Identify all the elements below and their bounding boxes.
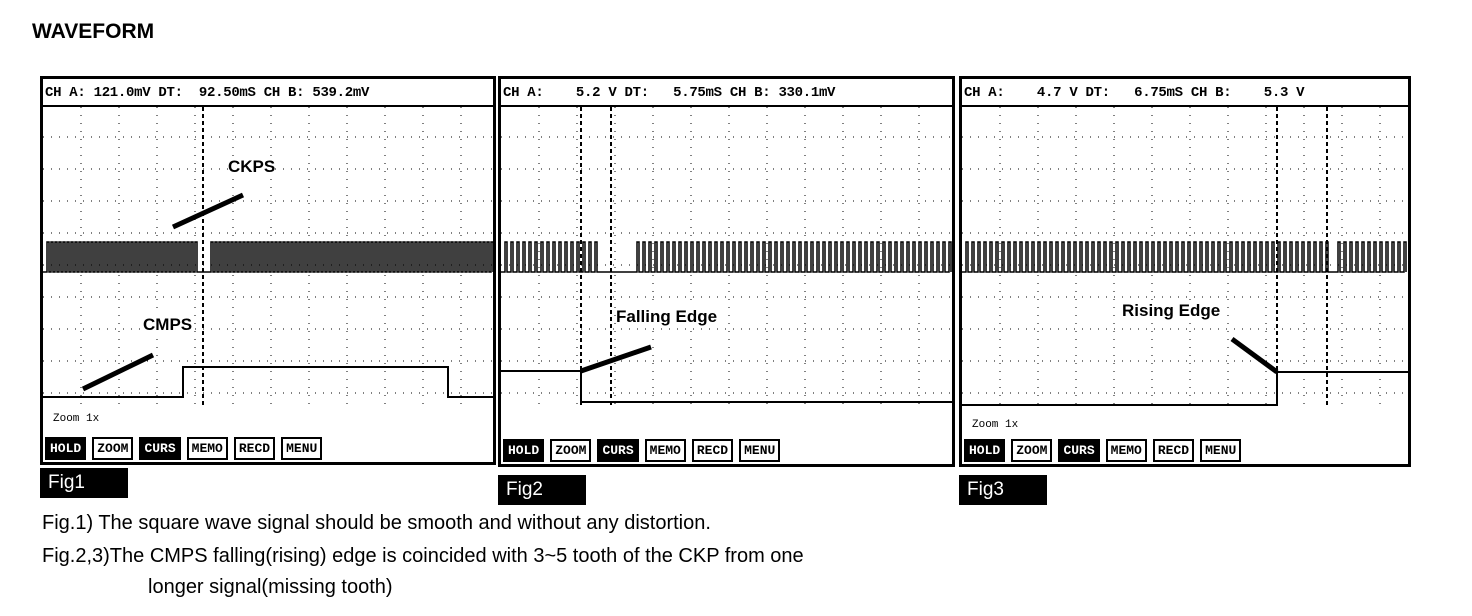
waveform-screen — [43, 105, 493, 407]
waveform-screen — [962, 105, 1408, 407]
button-curs[interactable]: CURS — [139, 437, 181, 460]
arrow-indicator — [1230, 336, 1279, 375]
ckps-label: CKPS — [228, 157, 276, 177]
page-title: WAVEFORM — [32, 20, 155, 43]
button-zoom[interactable]: ZOOM — [92, 437, 134, 460]
waveform-screen — [501, 105, 952, 407]
ckps-waveform — [962, 241, 1407, 273]
button-recd[interactable]: RECD — [233, 437, 276, 460]
button-hold[interactable]: HOLD — [503, 439, 545, 462]
readout-header: CH A: 121.0mV DT: 92.50mS CH B: 539.2mV — [45, 85, 370, 101]
fig-label: Fig3 — [959, 475, 1047, 505]
zoom-level: Zoom 1x — [53, 413, 100, 425]
arrow-indicator — [81, 352, 155, 392]
falling-edge-label: Falling Edge — [616, 307, 718, 327]
cmps-waveform — [501, 370, 952, 403]
arrow-indicator — [580, 344, 652, 374]
button-memo[interactable]: MEMO — [644, 439, 686, 462]
button-memo[interactable]: MEMO — [186, 437, 228, 460]
button-zoom[interactable]: ZOOM — [550, 439, 592, 462]
fig-label: Fig2 — [498, 475, 586, 505]
readout-header: CH A: 5.2 V DT: 5.75mS CH B: 330.1mV — [503, 85, 836, 101]
button-memo[interactable]: MEMO — [1105, 439, 1147, 462]
scope-panel-fig1: CH A: 121.0mV DT: 92.50mS CH B: 539.2mV … — [40, 76, 496, 465]
cmps-waveform — [43, 366, 493, 398]
caption-1: Fig.1) The square wave signal should be … — [42, 512, 711, 534]
button-menu[interactable]: MENU — [739, 439, 781, 462]
button-zoom[interactable]: ZOOM — [1011, 439, 1053, 462]
scope-panel-fig2: CH A: 5.2 V DT: 5.75mS CH B: 330.1mV Fal… — [498, 76, 955, 467]
cmps-label: CMPS — [143, 315, 193, 335]
fig-label: Fig1 — [40, 468, 128, 498]
button-bar: HOLD ZOOM CURS MEMO RECD MENU — [962, 439, 1242, 462]
caption-3: longer signal(missing tooth) — [148, 576, 393, 598]
button-hold[interactable]: HOLD — [45, 437, 87, 460]
button-curs[interactable]: CURS — [597, 439, 639, 462]
ckps-waveform — [501, 241, 952, 273]
ckps-waveform — [43, 241, 493, 273]
readout-header: CH A: 4.7 V DT: 6.75mS CH B: 5.3 V — [964, 85, 1305, 101]
button-curs[interactable]: CURS — [1058, 439, 1100, 462]
button-recd[interactable]: RECD — [691, 439, 734, 462]
button-menu[interactable]: MENU — [281, 437, 323, 460]
button-bar: HOLD ZOOM CURS MEMO RECD MENU — [501, 439, 781, 462]
rising-edge-label: Rising Edge — [1122, 301, 1221, 321]
cmps-waveform — [962, 371, 1408, 406]
button-bar: HOLD ZOOM CURS MEMO RECD MENU — [43, 437, 323, 460]
button-menu[interactable]: MENU — [1200, 439, 1242, 462]
button-hold[interactable]: HOLD — [964, 439, 1006, 462]
zoom-level: Zoom 1x — [972, 419, 1019, 431]
button-recd[interactable]: RECD — [1152, 439, 1195, 462]
arrow-indicator — [171, 192, 245, 230]
scope-panel-fig3: CH A: 4.7 V DT: 6.75mS CH B: 5.3 V Risin… — [959, 76, 1411, 467]
caption-2: Fig.2,3)The CMPS falling(rising) edge is… — [42, 545, 804, 567]
